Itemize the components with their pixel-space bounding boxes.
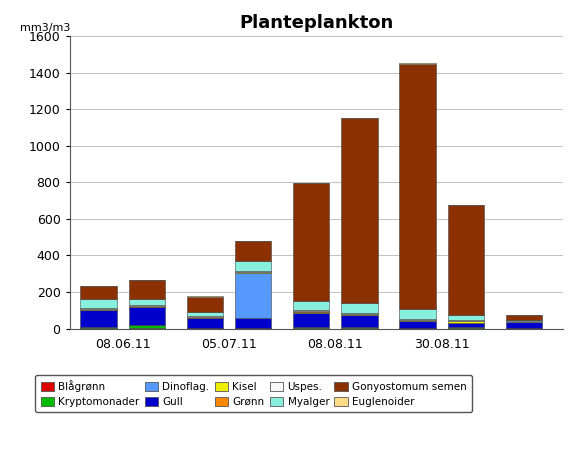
Bar xyxy=(448,327,484,328)
Bar xyxy=(448,320,484,321)
Bar xyxy=(400,320,436,321)
Bar xyxy=(293,327,329,328)
Bar xyxy=(235,319,271,328)
Bar xyxy=(129,280,165,299)
Bar xyxy=(400,321,436,328)
Bar xyxy=(129,307,165,325)
Bar xyxy=(187,312,223,316)
Bar xyxy=(129,325,165,328)
Bar xyxy=(342,313,378,314)
Bar xyxy=(81,327,117,328)
Bar xyxy=(400,63,436,309)
Bar xyxy=(506,320,542,321)
Bar xyxy=(81,309,117,310)
Bar xyxy=(187,318,223,319)
Bar xyxy=(293,312,329,313)
Bar xyxy=(506,323,542,328)
Bar xyxy=(293,311,329,312)
Bar xyxy=(342,118,378,303)
Bar xyxy=(81,310,117,327)
Bar xyxy=(235,242,271,261)
Bar xyxy=(81,308,117,309)
Bar xyxy=(342,327,378,328)
Text: mm3/m3: mm3/m3 xyxy=(20,23,71,33)
Bar xyxy=(235,271,271,272)
Bar xyxy=(342,314,378,315)
Bar xyxy=(400,309,436,319)
Bar xyxy=(187,297,223,312)
Bar xyxy=(81,286,117,299)
Bar xyxy=(448,323,484,327)
Bar xyxy=(448,315,484,320)
Bar xyxy=(448,321,484,323)
Bar xyxy=(129,306,165,307)
Bar xyxy=(187,316,223,317)
Bar xyxy=(293,310,329,311)
Bar xyxy=(235,273,271,319)
Bar xyxy=(81,299,117,308)
Bar xyxy=(129,299,165,305)
Bar xyxy=(129,305,165,306)
Bar xyxy=(293,183,329,301)
Legend: Blågrønn, Kryptomonader, Dinoflag., Gull, Kisel, Grønn, Uspes., Myalger, Gonyost: Blågrønn, Kryptomonader, Dinoflag., Gull… xyxy=(35,375,472,412)
Bar xyxy=(506,315,542,320)
Bar xyxy=(187,317,223,318)
Bar xyxy=(293,313,329,327)
Bar xyxy=(342,315,378,327)
Bar xyxy=(235,261,271,271)
Title: Planteplankton: Planteplankton xyxy=(239,14,393,32)
Bar xyxy=(342,303,378,313)
Bar xyxy=(235,272,271,273)
Bar xyxy=(448,206,484,315)
Bar xyxy=(293,301,329,310)
Bar xyxy=(187,319,223,328)
